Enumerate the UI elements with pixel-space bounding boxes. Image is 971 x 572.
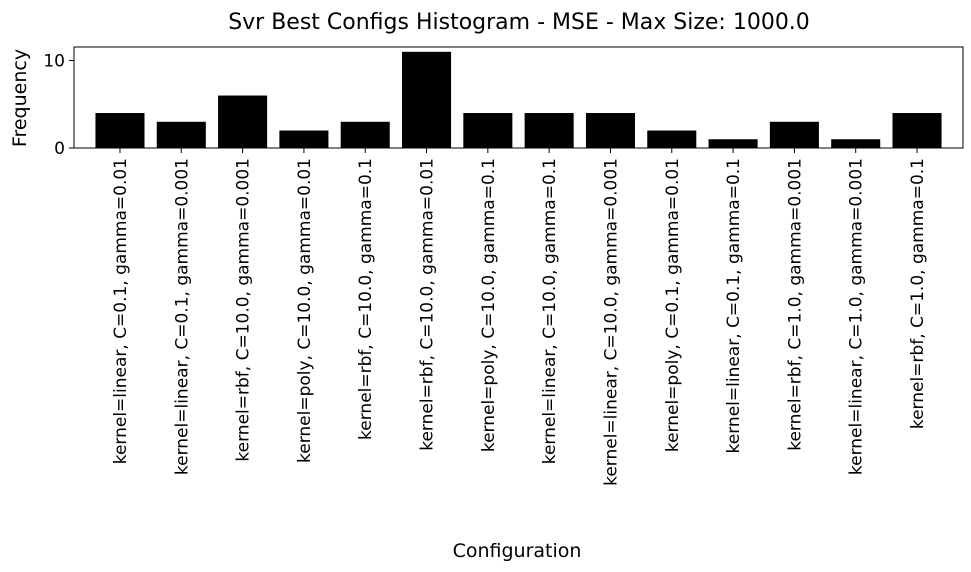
x-tick-label: kernel=poly, C=0.1, gamma=0.01 xyxy=(663,158,683,452)
bar xyxy=(708,139,758,148)
x-tick-label: kernel=linear, C=10.0, gamma=0.001 xyxy=(601,158,621,486)
x-tick-label: kernel=rbf, C=10.0, gamma=0.1 xyxy=(356,158,376,440)
x-tick-label: kernel=linear, C=1.0, gamma=0.001 xyxy=(847,158,867,475)
x-tick-label: kernel=linear, C=0.1, gamma=0.1 xyxy=(724,158,744,453)
bar xyxy=(892,113,942,148)
bar xyxy=(463,113,513,148)
x-tick-label: kernel=rbf, C=10.0, gamma=0.01 xyxy=(418,158,438,451)
bar xyxy=(402,51,452,148)
y-tick-label: 10 xyxy=(43,52,65,72)
bar xyxy=(279,130,329,148)
bar xyxy=(831,139,881,148)
x-tick-label: kernel=rbf, C=10.0, gamma=0.001 xyxy=(234,158,254,462)
x-tick-label: kernel=rbf, C=1.0, gamma=0.1 xyxy=(908,158,928,429)
chart-title: Svr Best Configs Histogram - MSE - Max S… xyxy=(228,10,810,35)
x-axis: kernel=linear, C=0.1, gamma=0.01 kernel=l… xyxy=(111,148,928,486)
y-axis-label: Frequency xyxy=(9,49,31,147)
x-tick-label: kernel=linear, C=0.1, gamma=0.001 xyxy=(172,158,192,475)
bar xyxy=(340,121,390,148)
bar xyxy=(585,113,635,148)
bar xyxy=(769,121,819,148)
x-tick-label: kernel=poly, C=10.0, gamma=0.01 xyxy=(295,158,315,463)
y-tick-label: 0 xyxy=(54,139,65,159)
bar xyxy=(156,121,206,148)
x-axis-label: Configuration xyxy=(453,540,582,562)
plot-frame xyxy=(73,46,964,149)
x-tick-label: kernel=linear, C=0.1, gamma=0.01 xyxy=(111,158,131,464)
x-tick-label: kernel=linear, C=10.0, gamma=0.1 xyxy=(540,158,560,464)
bar xyxy=(524,113,574,148)
bars-group xyxy=(95,51,942,148)
bar xyxy=(95,113,145,148)
y-axis: 0 10 xyxy=(43,52,74,159)
bar xyxy=(647,130,697,148)
bar xyxy=(218,95,268,148)
x-tick-label: kernel=poly, C=10.0, gamma=0.1 xyxy=(479,158,499,452)
x-tick-label: kernel=rbf, C=1.0, gamma=0.001 xyxy=(785,158,805,451)
